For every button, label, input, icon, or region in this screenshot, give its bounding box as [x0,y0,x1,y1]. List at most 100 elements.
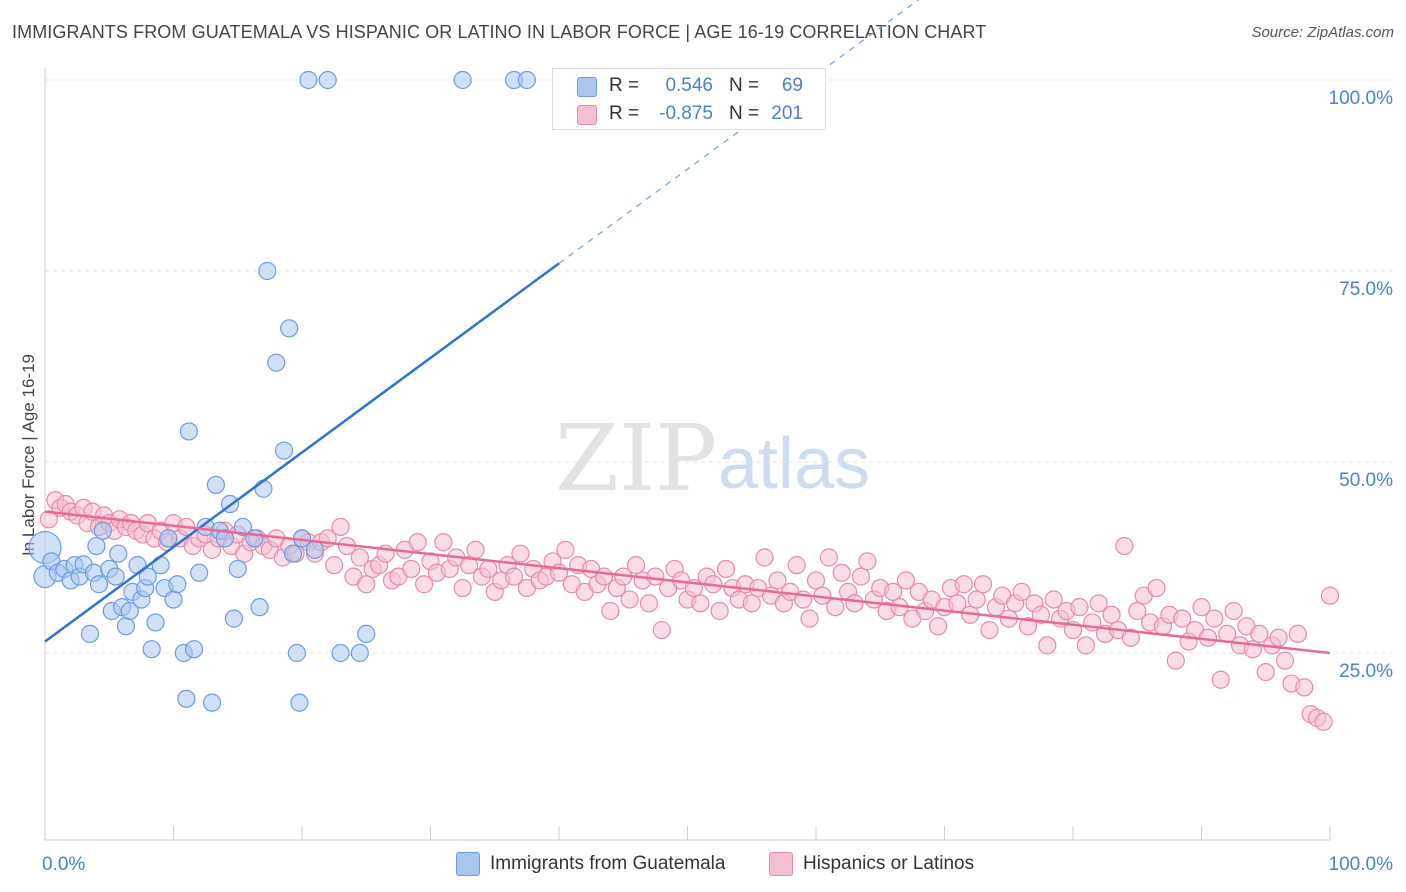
point-guatemala [258,261,277,281]
point-hispanic [1250,624,1269,644]
stat-row-hispanic: R = -0.875 N = 201 [553,101,825,129]
point-guatemala [151,556,170,575]
point-guatemala [168,575,187,594]
point-hispanic [800,609,819,628]
n-value: 201 [771,103,803,124]
chart-title: IMMIGRANTS FROM GUATEMALA VS HISPANIC OR… [12,22,987,42]
point-guatemala [331,643,350,663]
point-guatemala [89,575,109,594]
point-guatemala [109,544,128,563]
point-hispanic [504,567,524,586]
point-hispanic [331,517,350,537]
point-hispanic [357,575,376,594]
point-hispanic [1121,628,1140,647]
point-hispanic [691,594,710,613]
point-hispanic [954,575,973,594]
point-hispanic [350,548,369,567]
point-hispanic [1115,536,1134,556]
point-guatemala [287,643,306,663]
trend-line-guatemala [44,262,560,643]
point-hispanic [858,552,877,571]
point-guatemala [254,479,273,498]
point-hispanic [466,540,485,559]
legend-swatch-guatemala [456,852,480,876]
point-hispanic [601,601,620,621]
point-guatemala [224,609,243,628]
point-hispanic [453,578,472,598]
point-guatemala [184,640,204,659]
point-hispanic [787,556,806,575]
trend-line-hispanic [44,510,1331,655]
y-axis-label: In Labor Force | Age 16-19 [19,354,38,556]
point-guatemala [280,319,299,338]
point-hispanic [1314,712,1333,731]
point-hispanic [896,571,916,590]
point-guatemala [283,544,303,563]
point-hispanic [1288,624,1307,644]
point-hispanic [716,559,736,579]
trend-extension-guatemala [558,0,920,264]
legend-swatch-hispanic [769,852,793,876]
legend-item-guatemala[interactable]: Immigrants from Guatemala [456,852,725,876]
point-guatemala [202,693,222,712]
point-hispanic [826,598,845,617]
swatch-hispanic [577,105,597,125]
point-guatemala [357,624,376,644]
point-hispanic [1224,601,1243,621]
point-hispanic [806,571,826,590]
r-value: 0.546 [665,75,713,96]
point-hispanic [1295,678,1314,697]
point-hispanic [1173,609,1192,628]
point-hispanic [1205,609,1224,628]
point-guatemala [299,70,318,90]
point-hispanic [928,617,948,636]
legend-label-guatemala: Immigrants from Guatemala [490,853,726,874]
point-guatemala [267,353,286,372]
r-value: -0.875 [659,103,713,124]
point-hispanic [819,548,838,567]
point-hispanic [1031,605,1050,624]
n-label: N = [729,103,760,124]
y-tick-label: 100.0% [1329,88,1394,109]
point-hispanic [1044,590,1063,609]
point-hispanic [1166,651,1185,670]
point-hispanic [646,567,665,586]
swatch-guatemala [577,77,597,97]
x-tick-label: 100.0% [1329,854,1394,875]
point-guatemala [159,529,178,548]
correlation-legend: R = 0.546 N = 69 R = -0.875 N = 201 [552,68,826,130]
n-label: N = [729,75,760,96]
source-note: Source: ZipAtlas.com [1251,24,1394,41]
point-hispanic [845,594,864,613]
point-hispanic [832,563,851,582]
point-hispanic [710,601,729,621]
axes [44,68,1331,841]
point-hispanic [1012,582,1031,601]
point-hispanic [1192,598,1211,617]
point-guatemala [138,567,157,586]
point-guatemala [517,70,536,90]
chart-legend: Immigrants from Guatemala Hispanics or L… [0,850,1406,880]
point-hispanic [511,544,530,563]
point-guatemala [179,422,199,441]
point-guatemala [274,441,294,460]
point-hispanic [1038,636,1057,655]
point-hispanic [620,590,639,609]
trend-lines [44,0,1331,655]
point-hispanic [408,533,427,552]
point-hispanic [768,571,787,590]
point-guatemala [245,529,264,548]
point-guatemala [80,624,100,644]
point-guatemala [215,529,234,548]
point-guatemala [106,567,125,586]
point-guatemala [87,536,106,556]
point-guatemala [120,601,139,621]
legend-item-hispanic[interactable]: Hispanics or Latinos [769,852,974,876]
point-guatemala [146,613,165,632]
point-guatemala [290,693,309,712]
x-tick-labels: 0.0% 100.0% [42,854,1393,875]
r-label: R = [609,103,640,124]
point-hispanic [1070,598,1089,617]
point-guatemala [93,521,112,540]
